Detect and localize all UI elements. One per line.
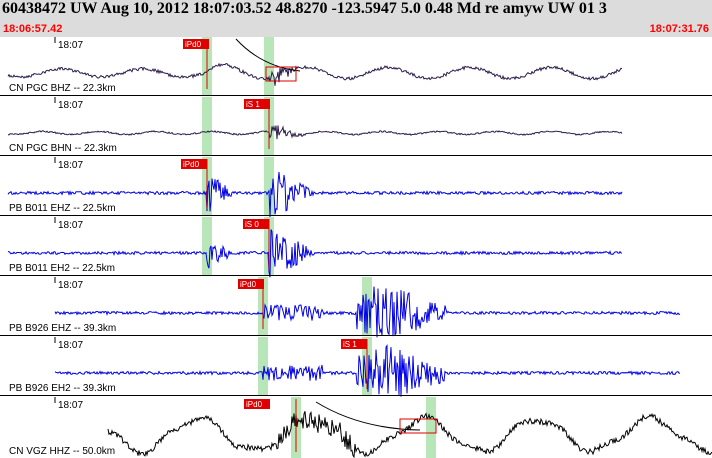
waveform-trace: [7, 62, 623, 86]
pick-label: iS 0: [245, 220, 259, 229]
coda-curve: [235, 38, 301, 72]
pick-flag[interactable]: [244, 399, 270, 409]
s-window-band: [362, 277, 372, 335]
waveform-trace: [7, 124, 623, 140]
time-tick-label: 18:07: [58, 40, 83, 51]
pick-label: iPd0: [246, 400, 263, 409]
pick-label: iPd0: [185, 40, 202, 49]
pick-label: iS 1: [343, 340, 357, 349]
trace-panel[interactable]: iPd0 18:07 CN VGZ HHZ -- 50.0km: [0, 397, 712, 458]
time-tick-label: 18:07: [58, 340, 83, 351]
pick-label: iPd0: [240, 280, 257, 289]
window-start-time: 18:06:57.42: [3, 23, 63, 35]
trace-panel[interactable]: iPd0 18:07 CN PGC BHZ -- 22.3km: [0, 37, 712, 96]
amplitude-box: [265, 66, 297, 82]
seismogram-panel[interactable]: iPd0 18:07 CN PGC BHZ -- 22.3km iS 1 18:07 CN…: [0, 37, 712, 458]
amplitude-box: [399, 418, 437, 434]
pick-label: iS 1: [246, 100, 260, 109]
time-tick-label: 18:07: [58, 400, 83, 411]
pick-flag[interactable]: [244, 99, 270, 109]
waveform-trace: [107, 411, 712, 458]
p-window-band: [202, 97, 212, 155]
trace-panel[interactable]: iS 1 18:07 PB B926 EH2 -- 39.3km: [0, 337, 712, 397]
time-tick-label: 18:07: [58, 220, 83, 231]
p-window-band: [258, 337, 268, 395]
station-channel-label: CN PGC BHN -- 22.3km: [9, 143, 117, 154]
trace-panel[interactable]: iPd0 18:07 PB B011 EHZ -- 22.5km: [0, 157, 712, 218]
s-window-band: [426, 397, 436, 458]
event-title: 60438472 UW Aug 10, 2012 18:07:03.52 48.…: [2, 0, 607, 17]
station-channel-label: CN PGC BHZ -- 22.3km: [9, 83, 116, 94]
pick-flag[interactable]: [243, 219, 269, 229]
station-channel-label: PB B926 EH2 -- 39.3km: [9, 383, 116, 394]
waveform-trace: [7, 229, 623, 278]
trace-panel[interactable]: iS 0 18:07 PB B011 EH2 -- 22.5km: [0, 217, 712, 278]
s-window-band: [264, 157, 274, 215]
waveform-trace: [7, 172, 623, 218]
pick-flag[interactable]: [341, 339, 367, 349]
s-window-band: [264, 37, 274, 95]
waveform-trace: [54, 286, 681, 338]
time-tick-label: 18:07: [58, 100, 83, 111]
window-end-time: 18:07:31.76: [649, 23, 709, 35]
pick-flag[interactable]: [238, 279, 264, 289]
pick-flag[interactable]: [181, 159, 207, 169]
event-header: 60438472 UW Aug 10, 2012 18:07:03.52 48.…: [0, 0, 712, 37]
station-channel-label: PB B011 EHZ -- 22.5km: [9, 203, 116, 214]
time-tick-label: 18:07: [58, 160, 83, 171]
pick-flag[interactable]: [183, 39, 209, 49]
station-channel-label: PB B926 EHZ -- 39.3km: [9, 323, 116, 334]
time-tick-label: 18:07: [58, 280, 83, 291]
coda-curve: [315, 401, 421, 431]
trace-panel[interactable]: iPd0 18:07 PB B926 EHZ -- 39.3km: [0, 277, 712, 338]
station-channel-label: PB B011 EH2 -- 22.5km: [9, 263, 115, 274]
trace-panel[interactable]: iS 1 18:07 CN PGC BHN -- 22.3km: [0, 97, 712, 156]
station-channel-label: CN VGZ HHZ -- 50.0km: [9, 446, 115, 457]
p-window-band: [202, 217, 212, 275]
pick-label: iPd0: [183, 160, 200, 169]
